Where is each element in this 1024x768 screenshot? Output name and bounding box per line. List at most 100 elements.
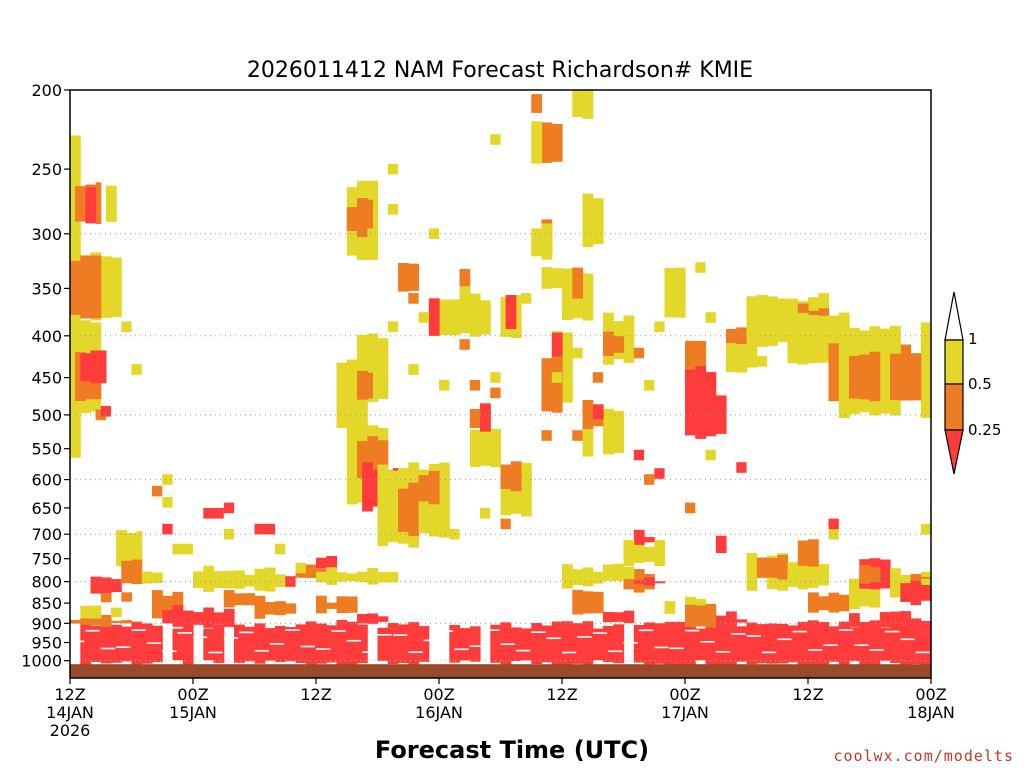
ri-cell	[428, 470, 440, 505]
ri-cell	[808, 315, 819, 364]
ri-cell	[592, 404, 604, 420]
y-tick-label-800: 800	[31, 573, 62, 592]
ri-cell	[367, 568, 379, 585]
ri-cell	[223, 590, 235, 608]
ri-cell	[111, 257, 122, 318]
ri-cell	[398, 624, 409, 663]
ri-stripe	[500, 643, 515, 645]
ri-stripe	[331, 630, 346, 632]
ri-cell	[623, 315, 635, 363]
ri-region-13	[244, 567, 286, 592]
ri-cell	[859, 565, 871, 584]
ri-cell	[623, 610, 635, 623]
ri-cell	[756, 294, 768, 347]
ri-region-89	[633, 577, 666, 586]
ri-cell	[505, 295, 517, 329]
ri-cell	[787, 298, 799, 318]
ri-speckle	[408, 364, 419, 375]
ri-cell	[644, 622, 655, 665]
y-tick-label-700: 700	[31, 525, 62, 544]
ri-region-98	[756, 554, 789, 580]
ri-cell	[582, 591, 594, 614]
ri-speckle	[439, 380, 450, 391]
ri-cell	[111, 607, 122, 618]
ri-cell	[715, 535, 727, 553]
ri-stripe	[761, 651, 777, 654]
ri-cell	[80, 620, 92, 666]
x-tick-label: 00Z	[423, 685, 454, 704]
ri-cell	[726, 611, 737, 628]
ri-cell	[920, 621, 931, 666]
ri-speckle	[756, 356, 768, 367]
ri-cell	[879, 612, 891, 628]
y-tick-label-300: 300	[31, 225, 62, 244]
ri-cell	[244, 574, 256, 587]
ri-cell	[818, 622, 830, 665]
ri-speckle	[572, 347, 583, 359]
ri-region-25	[80, 350, 107, 384]
ri-cell	[326, 602, 338, 609]
ri-cell	[90, 625, 102, 662]
ri-cell	[551, 268, 563, 288]
ri-cell	[644, 537, 655, 543]
ri-region-22	[70, 255, 102, 319]
ri-cell	[305, 621, 317, 665]
y-tick-label-950: 950	[31, 634, 62, 653]
ri-region-48	[480, 403, 491, 432]
ri-region-54	[531, 94, 543, 113]
ri-cell	[264, 602, 276, 615]
ri-region-28	[85, 187, 97, 224]
ri-cell	[767, 557, 778, 578]
ri-cell	[695, 628, 707, 661]
x-tick-label: 00Z	[669, 685, 700, 704]
ri-cell	[572, 90, 584, 117]
ri-cell	[777, 298, 789, 318]
ri-cell	[910, 573, 922, 581]
ri-cell	[746, 296, 758, 346]
ri-cell	[193, 612, 204, 625]
ri-region-59	[531, 223, 553, 260]
ri-speckle	[736, 462, 747, 473]
ri-stripe	[808, 649, 823, 651]
ri-cell	[469, 293, 481, 324]
ri-stripe	[592, 632, 608, 634]
ri-cell	[664, 268, 676, 318]
ri-stripe	[854, 644, 869, 646]
ri-speckle	[551, 372, 563, 383]
ri-cell	[715, 615, 727, 626]
ri-cell	[736, 327, 748, 345]
credit-text[interactable]: coolwx.com/modelts	[833, 747, 1014, 765]
ri-speckle	[418, 312, 429, 323]
ri-cell	[203, 628, 215, 661]
ri-stripe	[408, 651, 423, 653]
ri-region-106	[900, 578, 931, 606]
ri-cell	[633, 625, 645, 663]
ri-cell	[346, 207, 358, 231]
ri-cell	[141, 571, 153, 584]
ri-cell	[367, 436, 379, 482]
ri-speckle	[500, 518, 511, 530]
ri-cell	[126, 532, 138, 565]
ri-speckle	[469, 380, 481, 391]
y-tick-label-600: 600	[31, 471, 62, 490]
ri-cell	[387, 470, 399, 543]
ri-region-16	[316, 556, 338, 570]
ri-cell	[644, 546, 655, 562]
ri-cell	[551, 621, 563, 665]
ri-cell	[633, 529, 645, 548]
ri-region-95	[715, 611, 748, 628]
ri-cell	[695, 387, 707, 439]
ri-cell	[756, 624, 768, 664]
ri-stripe	[777, 638, 792, 641]
ri-speckle	[644, 474, 655, 485]
y-tick-label-750: 750	[31, 550, 62, 569]
ri-speckle	[203, 508, 224, 519]
ri-cell	[582, 621, 594, 666]
ri-cell	[418, 475, 430, 502]
ri-region-36	[346, 198, 373, 238]
ri-cell	[818, 596, 830, 611]
ri-cell	[808, 560, 819, 588]
ri-cell	[920, 576, 931, 579]
ri-cell	[367, 199, 373, 236]
legend-arrow-up	[944, 291, 964, 341]
